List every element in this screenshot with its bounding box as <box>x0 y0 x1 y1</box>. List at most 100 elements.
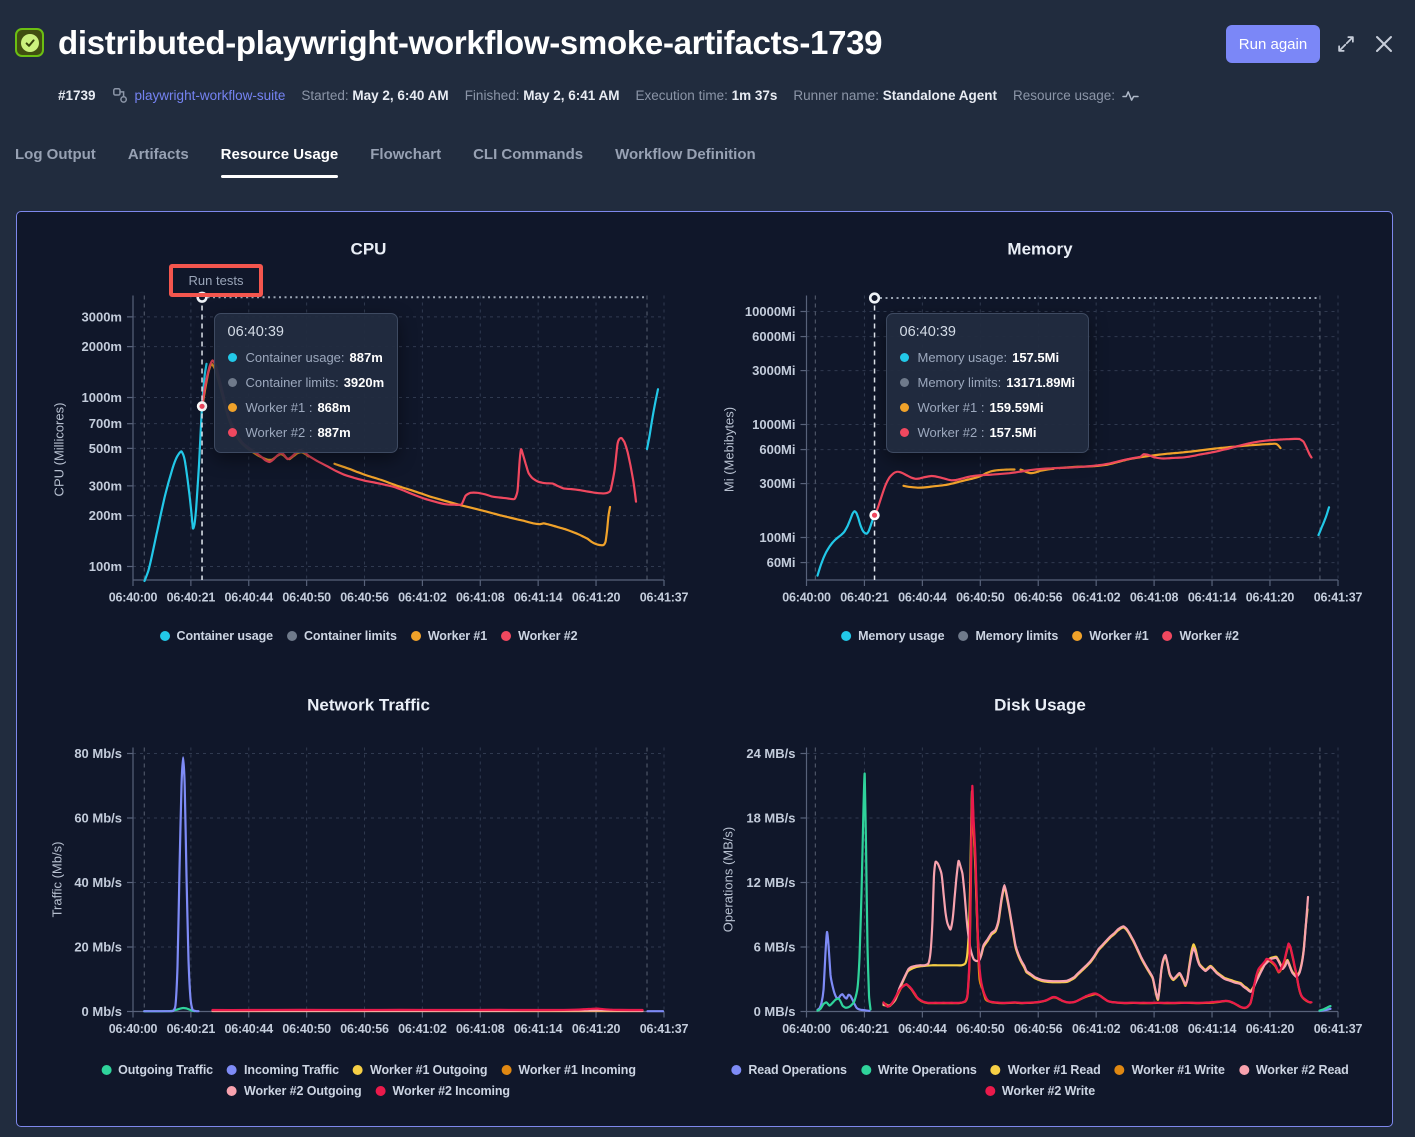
legend-item-memory-limits[interactable]: Memory limits <box>958 629 1058 643</box>
legend-dot <box>501 630 512 641</box>
run-tests-marker-label: Run tests <box>188 272 244 288</box>
tooltip-row: Worker #2 :887m <box>227 424 385 440</box>
crosshair-ring-marker <box>868 292 881 304</box>
x-tick-label: 06:41:20 <box>1246 591 1295 605</box>
y-tick-label: 1000Mi <box>752 417 795 432</box>
series-incoming-traffic <box>143 756 200 1013</box>
x-tick-label: 06:40:44 <box>225 1022 274 1036</box>
pulse-icon <box>1122 89 1139 103</box>
workflow-link[interactable]: playwright-workflow-suite <box>134 88 286 103</box>
legend-item-outgoing-traffic[interactable]: Outgoing Traffic <box>101 1063 213 1077</box>
tooltip-row: Worker #1 :159.59Mi <box>899 399 1075 415</box>
chart-title: Network Traffic <box>307 696 430 715</box>
x-tick-label: 06:40:56 <box>1014 1022 1063 1036</box>
legend-dot <box>352 1064 363 1075</box>
legend-label: Worker #1 Outgoing <box>369 1062 488 1077</box>
legend-label: Incoming Traffic <box>244 1062 339 1077</box>
legend-label: Worker #2 Incoming <box>392 1083 510 1098</box>
legend-item-worker-2-write[interactable]: Worker #2 Write <box>984 1084 1095 1098</box>
legend-item-worker-1[interactable]: Worker #1 <box>410 629 487 643</box>
legend-item-write-operations[interactable]: Write Operations <box>860 1062 977 1077</box>
legend-dot <box>841 630 852 641</box>
meta-resource-usage: Resource usage: <box>1013 88 1139 103</box>
tooltip-series-label: Worker #2 : <box>245 424 313 440</box>
chart-network-traffic: Network Traffic Traffic (Mb/s) 0 Mb/s 20 Mb… <box>50 696 689 1037</box>
tab-label: Workflow Definition <box>615 146 756 163</box>
tooltip-series-value: 159.59Mi <box>989 399 1044 415</box>
series-read-operations <box>816 930 871 1012</box>
tooltip-series-label: Worker #1 : <box>245 399 313 415</box>
legend-item-worker-1-write[interactable]: Worker #1 Write <box>1114 1063 1225 1077</box>
cpu-tooltip: 06:40:39 Container usage: 887m Container li… <box>213 312 399 453</box>
legend-item-read-operations[interactable]: Read Operations <box>731 1063 847 1077</box>
legend-dot <box>375 1085 386 1096</box>
tooltip-time: 06:40:39 <box>899 323 956 340</box>
series-worker-1 <box>1058 442 1282 470</box>
legend-label: Read Operations <box>748 1062 847 1077</box>
y-tick-label: 18 MB/s <box>746 811 795 826</box>
y-tick-label: 6000Mi <box>752 329 795 344</box>
legend-label: Worker #1 <box>1089 628 1149 643</box>
x-tick-label: 06:41:02 <box>398 591 447 605</box>
tab-label: Flowchart <box>370 146 442 163</box>
legend-item-worker-2[interactable]: Worker #2 <box>1162 629 1239 643</box>
legend-item-worker-2-read[interactable]: Worker #2 Read <box>1238 1062 1349 1077</box>
meta-execution-time: Execution time: 1m 37s <box>635 88 778 103</box>
tab-flowchart[interactable]: Flowchart <box>370 146 441 178</box>
legend-label: Outgoing Traffic <box>118 1062 214 1077</box>
legend-dot <box>1162 630 1173 641</box>
tab-artifacts[interactable]: Artifacts <box>128 146 189 178</box>
tooltip-series-dot <box>227 427 237 437</box>
tab-resource-usage[interactable]: Resource Usage <box>220 146 339 178</box>
x-tick-label: 06:40:00 <box>782 591 831 605</box>
chart-disk-usage: Disk Usage Operations (MB/s) 0 MB/s 6 MB/s 1… <box>721 696 1363 1037</box>
legend-item-worker-2-outgoing[interactable]: Worker #2 Outgoing <box>227 1084 362 1098</box>
legend-item-worker-2-incoming[interactable]: Worker #2 Incoming <box>375 1083 510 1098</box>
tab-log-output[interactable]: Log Output <box>15 146 96 178</box>
legend-item-worker-1-outgoing[interactable]: Worker #1 Outgoing <box>352 1062 488 1077</box>
tooltip-series-dot <box>899 352 909 362</box>
close-icon[interactable] <box>1369 29 1399 59</box>
legend-label: Memory usage <box>858 628 945 643</box>
charts-canvas: CPU CPU (Millicores) 100m 200m 300m 500m 700m 1… <box>50 240 1363 1037</box>
x-tick-label: 06:41:20 <box>1246 1022 1295 1036</box>
legend-dot <box>860 1064 871 1075</box>
workflow-icon <box>112 87 129 104</box>
expand-icon[interactable] <box>1333 31 1359 57</box>
legend-dot <box>1238 1064 1249 1075</box>
meta-runner-name: Runner name: Standalone Agent <box>793 88 997 103</box>
legend-label: Worker #1 Incoming <box>518 1062 636 1077</box>
legend-item-container-usage[interactable]: Container usage <box>159 629 273 643</box>
legend-label: Worker #2 Read <box>1255 1062 1349 1077</box>
legend-item-incoming-traffic[interactable]: Incoming Traffic <box>227 1063 339 1077</box>
legend-label: Write Operations <box>877 1062 977 1077</box>
legend-item-container-limits[interactable]: Container limits <box>286 629 397 643</box>
y-axis-title: Operations (MB/s) <box>721 827 736 932</box>
legend-item-worker-2[interactable]: Worker #2 <box>501 629 578 643</box>
legend-label: Worker #1 Read <box>1007 1062 1101 1077</box>
tooltip-series-value: 887m <box>349 349 383 365</box>
tab-workflow-definition[interactable]: Workflow Definition <box>615 146 756 178</box>
legend-item-worker-1-incoming[interactable]: Worker #1 Incoming <box>501 1062 636 1077</box>
series-memory-usage <box>1317 506 1331 537</box>
legend-dot <box>990 1064 1001 1075</box>
run-again-button[interactable]: Run again <box>1226 25 1320 63</box>
y-axis-title: Mi (Mebibytes) <box>722 407 737 492</box>
legend-item-worker-1-read[interactable]: Worker #1 Read <box>990 1062 1101 1077</box>
x-tick-label: 06:40:50 <box>956 591 1005 605</box>
y-axis-title: CPU (Millicores) <box>52 403 67 497</box>
tab-cli-commands[interactable]: CLI Commands <box>473 146 583 178</box>
legend-row: Worker #2 Write <box>984 1084 1095 1098</box>
x-tick-label: 06:40:21 <box>167 1022 216 1036</box>
y-tick-label: 80 Mb/s <box>74 746 122 761</box>
legend-dot <box>1072 630 1083 641</box>
tooltip-series-value: 868m <box>317 399 351 415</box>
x-tick-label: 06:40:50 <box>956 1022 1005 1036</box>
legend-item-worker-1[interactable]: Worker #1 <box>1072 628 1149 643</box>
run-tests-marker-box: Run tests <box>169 263 263 297</box>
series-container-usage <box>645 388 660 451</box>
legend-item-memory-usage[interactable]: Memory usage <box>841 628 945 643</box>
series-container-usage <box>143 362 208 583</box>
chart-memory: Memory Mi (Mebibytes) 60Mi 100Mi 300Mi 600Mi 1… <box>722 240 1363 605</box>
